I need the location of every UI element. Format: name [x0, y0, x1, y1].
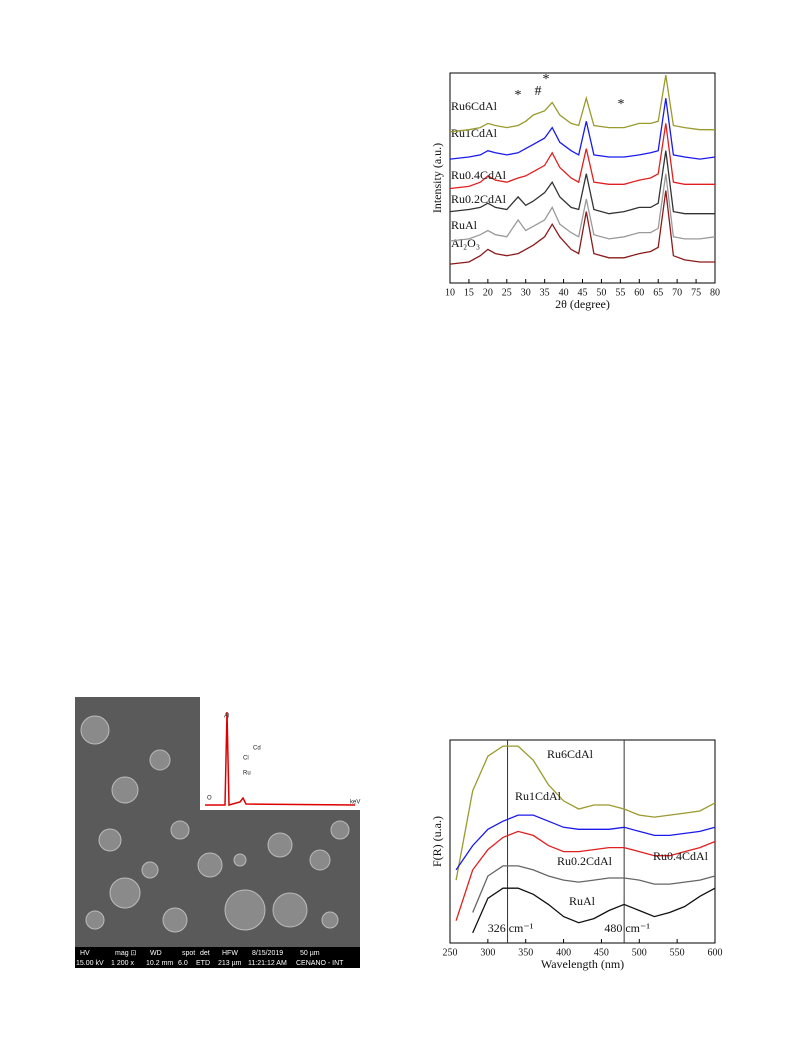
info-text: det	[200, 950, 210, 957]
x-tick-label: 500	[632, 947, 647, 958]
x-tick-label: 35	[540, 287, 550, 298]
x-tick-label: 65	[653, 287, 663, 298]
info-text: 6.0	[178, 960, 188, 967]
series-label: RuAl	[451, 218, 478, 232]
series-line	[449, 123, 715, 190]
series-label: Ru1CdAl	[451, 126, 498, 140]
y-axis-label: Intensity (a.u.)	[430, 143, 444, 213]
x-tick-label: 20	[483, 287, 493, 298]
info-text: 10.2 mm	[146, 960, 173, 967]
series-line	[449, 190, 715, 265]
inset-label: Cd	[253, 746, 261, 752]
x-tick-label: 15	[464, 287, 474, 298]
series-label: Ru0.2CdAl	[451, 192, 507, 206]
sem-particles	[80, 715, 350, 933]
annotation: *	[515, 88, 522, 103]
info-text: 8/15/2019	[252, 950, 283, 957]
x-tick-label: 25	[502, 287, 512, 298]
y-axis-label: F(R) (u.a.)	[430, 816, 444, 867]
x-tick-label: 450	[594, 947, 609, 958]
x-tick-label: 80	[710, 287, 720, 298]
series-label: Ru6CdAl	[547, 747, 594, 761]
series-line	[449, 98, 716, 160]
annotation: #	[535, 84, 542, 99]
info-bar	[75, 947, 360, 968]
x-tick-label: 400	[556, 947, 571, 958]
info-text: 15.00 kV	[76, 960, 104, 967]
series-line	[455, 745, 716, 881]
reference-label: 480 cm⁻¹	[604, 921, 650, 935]
inset-label: O	[207, 796, 212, 802]
inset-label: keV	[350, 800, 360, 806]
reference-label: 326 cm⁻¹	[488, 921, 534, 935]
info-text: HV	[80, 950, 90, 957]
x-tick-label: 60	[634, 287, 644, 298]
info-text: spot	[182, 950, 195, 957]
plot-frame	[449, 739, 716, 944]
inset-label: Al	[224, 714, 229, 720]
info-text: HFW	[222, 950, 238, 957]
series-label: RuAl	[569, 894, 596, 908]
x-tick-label: 10	[445, 287, 455, 298]
eds-spectrum	[205, 711, 356, 806]
annotation: *	[618, 97, 625, 112]
info-text: 1 200 x	[111, 960, 134, 967]
x-tick-label: 550	[670, 947, 685, 958]
series-line	[472, 887, 716, 934]
info-text: 11:21:12 AM	[248, 960, 287, 967]
series-line	[449, 74, 715, 133]
info-text: 213 µm	[218, 960, 242, 967]
x-tick-label: 250	[443, 947, 458, 958]
x-tick-label: 55	[615, 287, 625, 298]
x-tick-label: 350	[518, 947, 533, 958]
inset-label: Cl	[243, 756, 249, 762]
x-axis-label: 2θ (degree)	[555, 297, 610, 311]
info-text: mag ⊡	[115, 950, 137, 957]
info-text: WD	[150, 950, 162, 957]
info-text: 50 µm	[300, 950, 320, 957]
series-line	[472, 865, 716, 913]
x-tick-label: 600	[708, 947, 723, 958]
series-label: Ru0.2CdAl	[557, 854, 613, 868]
annotation: *	[543, 72, 550, 87]
x-tick-label: 50	[596, 287, 606, 298]
series-label: Ru1CdAl	[515, 789, 562, 803]
x-tick-label: 45	[578, 287, 588, 298]
series-label: Al₂O₃	[451, 236, 480, 250]
x-tick-label: 300	[480, 947, 495, 958]
series-line	[455, 814, 716, 871]
inset-label: Ru	[243, 771, 251, 777]
series-label: Ru0.4CdAl	[653, 849, 709, 863]
info-text: ETD	[196, 960, 210, 967]
series-label: Ru6CdAl	[451, 99, 498, 113]
x-tick-label: 30	[521, 287, 531, 298]
x-tick-label: 70	[672, 287, 682, 298]
series-line	[449, 150, 715, 215]
series-label: Ru0.4CdAl	[451, 168, 507, 182]
x-axis-label: Wavelength (nm)	[541, 957, 624, 971]
info-text: CENANO - INT	[296, 960, 344, 967]
series-line	[455, 830, 716, 921]
x-tick-label: 75	[691, 287, 701, 298]
series-line	[449, 173, 716, 242]
x-tick-label: 40	[559, 287, 569, 298]
